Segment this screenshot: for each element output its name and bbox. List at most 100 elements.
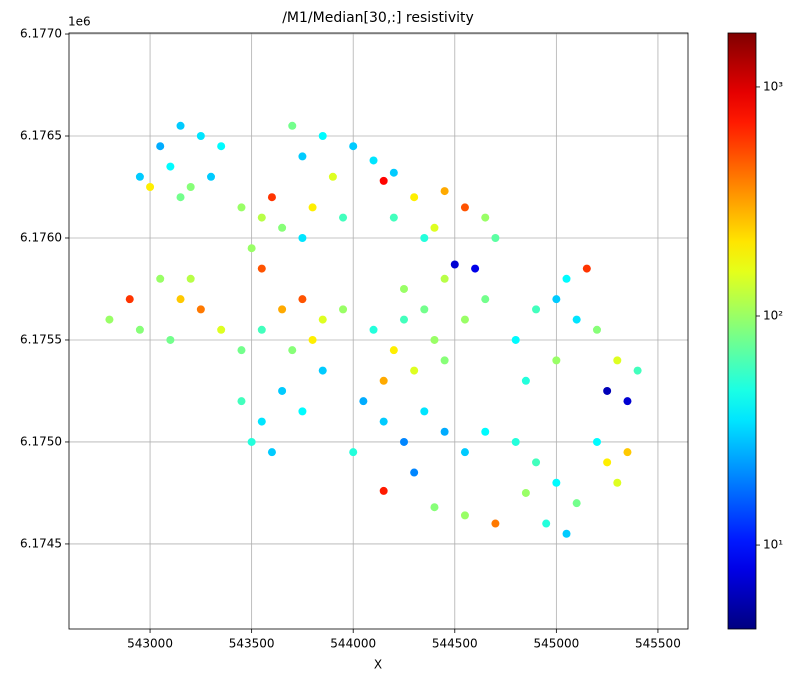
data-point	[166, 335, 175, 344]
data-point	[389, 213, 398, 222]
data-point	[318, 132, 327, 141]
data-point	[481, 427, 490, 436]
data-point	[511, 335, 520, 344]
data-point	[420, 305, 429, 314]
data-point	[552, 356, 561, 365]
data-point	[613, 478, 622, 487]
data-point	[389, 346, 398, 355]
data-point	[196, 305, 205, 314]
y-tick-label: 6.1765	[20, 129, 62, 143]
data-point	[156, 142, 165, 151]
data-point	[399, 437, 408, 446]
data-point	[420, 233, 429, 242]
data-point	[217, 142, 226, 151]
data-point	[267, 448, 276, 457]
data-point	[592, 437, 601, 446]
y-tick-label: 6.1760	[20, 230, 62, 244]
data-point	[105, 315, 114, 324]
data-point	[186, 274, 195, 283]
x-tick-label: 543000	[127, 637, 173, 651]
data-point	[399, 315, 408, 324]
x-tick-label: 545000	[533, 637, 579, 651]
data-point	[481, 213, 490, 222]
data-point	[176, 193, 185, 202]
x-axis-label: X	[374, 658, 382, 672]
data-point	[430, 503, 439, 512]
data-point	[247, 437, 256, 446]
data-point	[603, 386, 612, 395]
data-point	[552, 478, 561, 487]
x-tick-label: 543500	[229, 637, 275, 651]
data-point	[278, 305, 287, 314]
data-point	[633, 366, 642, 375]
data-point	[562, 529, 571, 538]
data-point	[267, 193, 276, 202]
data-point	[440, 427, 449, 436]
data-point	[623, 448, 632, 457]
data-point	[481, 295, 490, 304]
data-point	[420, 407, 429, 416]
data-point	[349, 142, 358, 151]
x-tick-label: 545500	[635, 637, 681, 651]
data-point	[603, 458, 612, 467]
data-point	[359, 397, 368, 406]
data-point	[440, 356, 449, 365]
x-tick-label: 544500	[432, 637, 478, 651]
data-point	[257, 325, 266, 334]
data-point	[339, 213, 348, 222]
data-point	[552, 295, 561, 304]
data-point	[460, 448, 469, 457]
data-point	[450, 260, 459, 269]
offset-text: 1e6	[68, 15, 91, 29]
data-point	[237, 203, 246, 212]
data-point	[430, 335, 439, 344]
y-tick-label: 6.1755	[20, 332, 62, 346]
data-point	[410, 193, 419, 202]
data-point	[532, 305, 541, 314]
data-point	[460, 315, 469, 324]
data-point	[196, 132, 205, 141]
data-point	[135, 172, 144, 181]
data-point	[491, 233, 500, 242]
data-point	[460, 511, 469, 520]
y-tick-label: 6.1770	[20, 27, 62, 41]
data-point	[379, 486, 388, 495]
data-point	[237, 346, 246, 355]
data-point	[125, 295, 134, 304]
data-point	[562, 274, 571, 283]
data-point	[298, 407, 307, 416]
chart-title: /M1/Median[30,:] resistivity	[282, 10, 474, 26]
y-tick-label: 6.1750	[20, 434, 62, 448]
data-point	[298, 152, 307, 161]
data-point	[410, 468, 419, 477]
data-point	[176, 295, 185, 304]
data-point	[460, 203, 469, 212]
data-point	[491, 519, 500, 528]
data-point	[369, 156, 378, 165]
data-point	[511, 437, 520, 446]
data-point	[592, 325, 601, 334]
data-point	[379, 376, 388, 385]
data-point	[166, 162, 175, 171]
data-point	[135, 325, 144, 334]
data-point	[430, 223, 439, 232]
data-point	[146, 182, 155, 191]
y-tick-label: 6.1745	[20, 536, 62, 550]
data-point	[278, 223, 287, 232]
data-point	[532, 458, 541, 467]
data-point	[247, 244, 256, 253]
data-point	[440, 274, 449, 283]
data-point	[339, 305, 348, 314]
data-point	[623, 397, 632, 406]
data-point	[257, 213, 266, 222]
data-point	[278, 386, 287, 395]
data-point	[207, 172, 216, 181]
colorbar-tick-label: 10²	[763, 308, 783, 322]
data-point	[328, 172, 337, 181]
x-tick-label: 544000	[330, 637, 376, 651]
data-point	[471, 264, 480, 273]
data-point	[572, 315, 581, 324]
data-point	[288, 346, 297, 355]
data-point	[440, 187, 449, 196]
